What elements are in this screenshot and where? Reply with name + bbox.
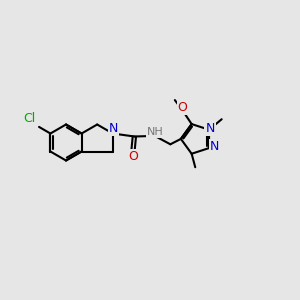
Text: O: O [178, 101, 188, 114]
Text: Cl: Cl [23, 112, 35, 125]
Text: N: N [210, 140, 219, 153]
Text: O: O [128, 150, 138, 163]
Text: N: N [109, 122, 118, 135]
Text: N: N [205, 122, 215, 135]
Text: NH: NH [147, 127, 164, 137]
